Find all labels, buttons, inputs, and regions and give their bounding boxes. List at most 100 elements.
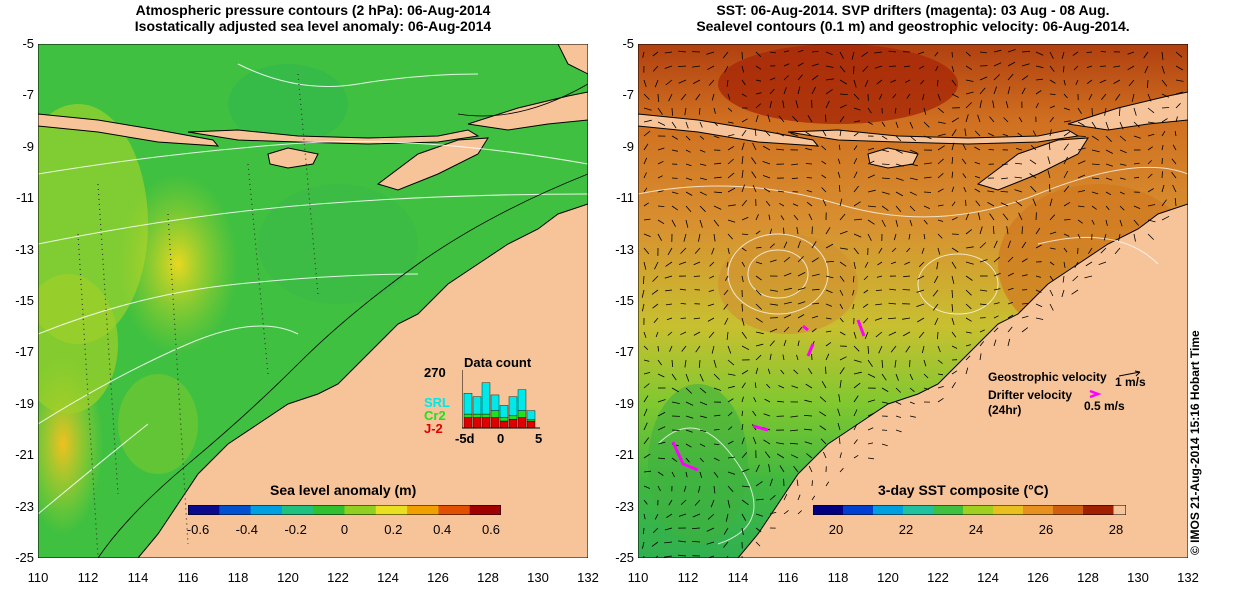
velocity-arrow xyxy=(903,65,911,68)
velocity-arrow xyxy=(1147,204,1156,207)
velocity-arrow xyxy=(979,100,982,109)
velocity-arrow xyxy=(1015,200,1023,207)
velocity-arrow xyxy=(1030,145,1037,151)
velocity-arrow xyxy=(1105,191,1112,196)
velocity-arrow xyxy=(657,373,665,378)
data-count-title: Data count xyxy=(464,355,532,370)
velocity-arrow xyxy=(839,247,848,250)
velocity-arrow xyxy=(1161,215,1170,221)
velocity-arrow xyxy=(1049,51,1054,59)
sea-level-anomaly-map xyxy=(38,44,588,558)
velocity-arrow xyxy=(671,135,679,140)
velocity-arrow xyxy=(755,343,764,347)
velocity-arrow xyxy=(741,396,744,403)
velocity-arrow xyxy=(741,199,748,207)
velocity-arrow xyxy=(769,353,772,361)
velocity-arrow xyxy=(1007,326,1013,333)
velocity-arrow xyxy=(783,510,789,515)
velocity-arrow xyxy=(839,213,846,221)
velocity-arrow xyxy=(664,65,673,69)
velocity-arrow xyxy=(755,103,761,109)
velocity-arrow xyxy=(825,89,833,95)
velocity-arrow xyxy=(741,275,744,283)
velocity-arrow xyxy=(839,356,847,361)
velocity-arrow xyxy=(751,171,757,179)
velocity-arrow xyxy=(727,359,735,366)
velocity-arrow xyxy=(698,107,701,115)
velocity-arrow xyxy=(1127,65,1135,71)
velocity-arrow xyxy=(699,177,708,181)
velocity-arrow xyxy=(685,205,692,213)
velocity-arrow xyxy=(1063,219,1071,221)
velocity-arrow xyxy=(1100,93,1107,100)
y-tick-label: -23 xyxy=(615,498,634,514)
velocity-arrow xyxy=(1103,233,1107,241)
velocity-arrow xyxy=(1147,93,1152,102)
velocity-arrow xyxy=(839,452,842,459)
velocity-arrow xyxy=(755,303,762,310)
velocity-arrow xyxy=(853,218,863,221)
velocity-arrow xyxy=(643,107,652,111)
velocity-arrow xyxy=(937,158,944,165)
velocity-arrow xyxy=(1172,144,1177,151)
velocity-arrow xyxy=(853,371,862,375)
colorbar-swatch xyxy=(1023,505,1054,515)
y-tick-label: -13 xyxy=(15,241,34,257)
data-count-bar xyxy=(463,417,473,429)
velocity-arrow xyxy=(863,275,869,281)
velocity-arrow xyxy=(741,468,750,473)
velocity-arrow xyxy=(951,201,956,207)
sealevel-contours xyxy=(638,166,1188,545)
velocity-arrow xyxy=(643,485,650,489)
velocity-arrow xyxy=(1007,240,1011,249)
velocity-arrow xyxy=(867,121,873,125)
data-count-bar xyxy=(499,405,509,418)
velocity-arrow xyxy=(671,107,673,116)
velocity-arrow xyxy=(1073,65,1079,71)
velocity-arrow xyxy=(821,145,827,151)
velocity-arrow xyxy=(839,116,845,123)
velocity-arrow xyxy=(678,513,687,517)
velocity-arrow xyxy=(727,456,735,459)
sst-colorbar xyxy=(813,505,1126,515)
velocity-arrow xyxy=(867,427,874,431)
velocity-arrow xyxy=(1091,149,1100,153)
velocity-arrow xyxy=(783,256,791,263)
velocity-arrow xyxy=(951,317,955,326)
velocity-arrow xyxy=(797,256,804,263)
velocity-arrow xyxy=(741,233,749,235)
data-count-bar xyxy=(490,417,500,429)
velocity-arrow xyxy=(680,303,687,305)
velocity-arrow xyxy=(657,93,659,102)
data-count-bar xyxy=(526,420,536,429)
velocity-arrow xyxy=(1161,79,1168,87)
velocity-arrow xyxy=(825,275,834,279)
velocity-arrow xyxy=(867,147,875,151)
velocity-arrow xyxy=(779,465,785,473)
velocity-arrow xyxy=(657,233,662,241)
velocity-arrow xyxy=(678,540,687,543)
velocity-arrow xyxy=(965,289,972,296)
velocity-arrow xyxy=(917,51,925,55)
velocity-arrow xyxy=(937,397,944,403)
svp-drifter-tracks xyxy=(671,319,866,472)
australia-landmass xyxy=(137,203,588,558)
velocity-arrow xyxy=(684,359,687,368)
velocity-arrow xyxy=(993,288,1001,291)
velocity-arrow xyxy=(685,219,689,228)
velocity-arrow xyxy=(668,499,673,506)
velocity-arrow xyxy=(965,229,973,235)
copyright-notice: © IMOS 21-Aug-2014 15:16 Hobart Time xyxy=(1188,330,1202,555)
velocity-arrow xyxy=(1147,79,1149,89)
velocity-arrow xyxy=(965,65,973,71)
velocity-arrow xyxy=(909,205,916,212)
velocity-arrow xyxy=(1077,174,1086,179)
velocity-arrow xyxy=(1071,289,1079,295)
velocity-arrow xyxy=(727,471,736,475)
velocity-arrow xyxy=(741,261,746,267)
velocity-arrow xyxy=(692,65,701,68)
data-count-bar xyxy=(472,413,482,418)
velocity-arrow xyxy=(852,275,855,283)
velocity-arrow xyxy=(881,177,890,179)
velocity-arrow xyxy=(797,494,801,501)
